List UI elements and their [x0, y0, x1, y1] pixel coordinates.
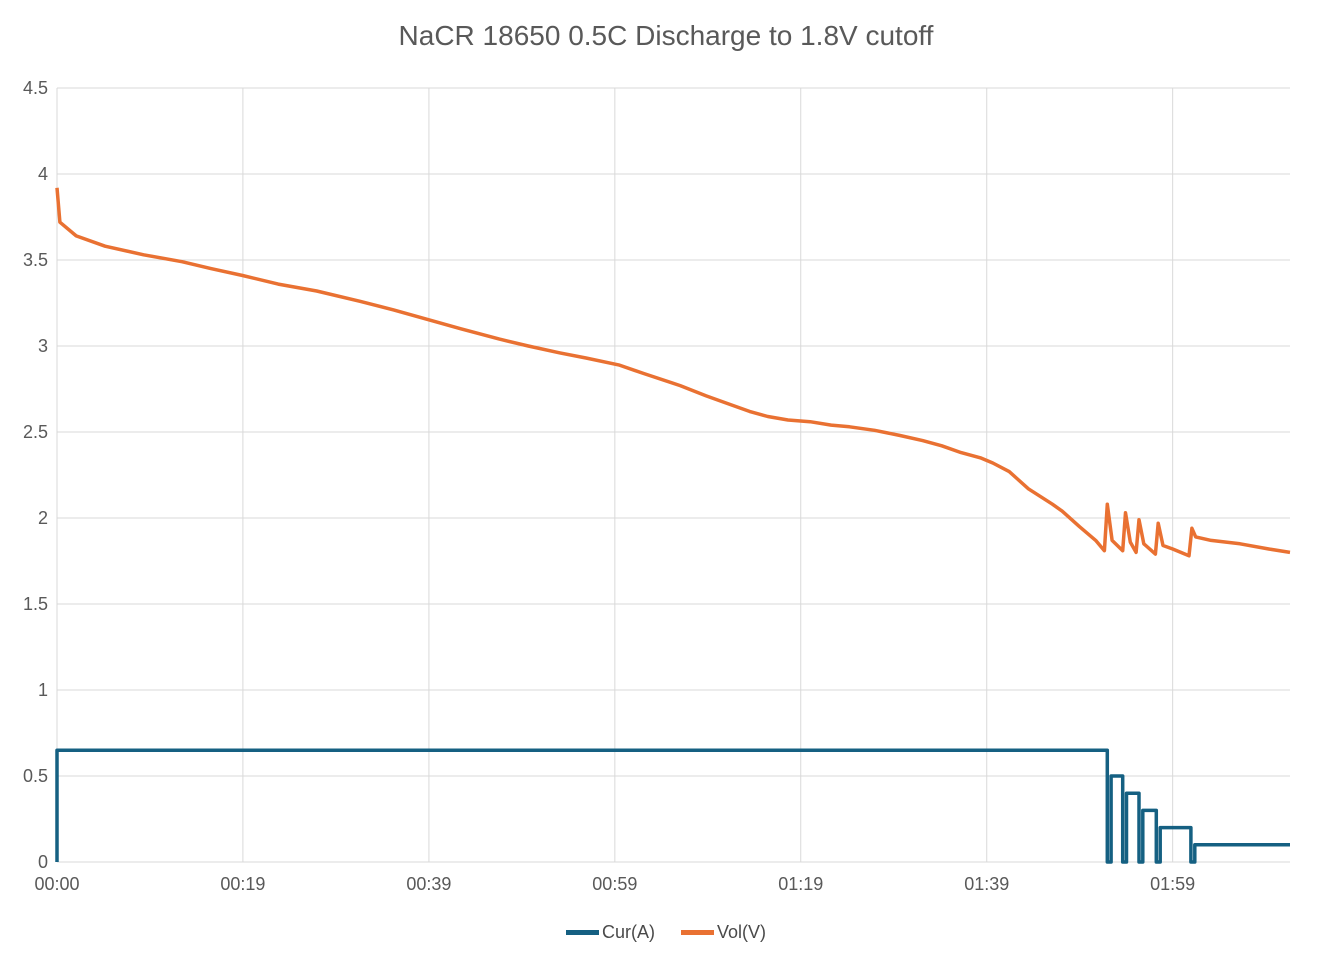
- series-line-voltage: [55, 187, 1291, 558]
- y-tick-label: 4: [37, 164, 48, 184]
- series-line-current: [55, 748, 1290, 864]
- legend-line-voltage-icon: [680, 930, 714, 935]
- x-tick-label: 00:19: [220, 874, 266, 894]
- y-tick-label: 1.5: [22, 594, 48, 614]
- legend-item-current: Cur(A): [565, 922, 655, 943]
- x-tick-label: 01:39: [964, 874, 1010, 894]
- x-tick-label: 00:39: [406, 874, 452, 894]
- y-tick-label: 1: [37, 680, 48, 700]
- y-tick-label: 3: [37, 336, 48, 356]
- y-tick-label: 0: [37, 852, 48, 872]
- legend-item-voltage: Vol(V): [680, 922, 767, 943]
- x-tick-label: 01:59: [1150, 874, 1196, 894]
- y-tick-label: 0.5: [22, 766, 48, 786]
- x-tick-label: 00:59: [592, 874, 638, 894]
- legend-label-current: Cur(A): [601, 922, 655, 942]
- legend: Cur(A) Vol(V): [0, 922, 1332, 943]
- chart-title: NaCR 18650 0.5C Discharge to 1.8V cutoff: [398, 20, 934, 51]
- y-tick-label: 3.5: [22, 250, 48, 270]
- legend-line-current-icon: [565, 930, 599, 935]
- x-tick-label: 01:19: [778, 874, 824, 894]
- y-tick-label: 4.5: [22, 78, 48, 98]
- legend-label-voltage: Vol(V): [716, 922, 767, 942]
- x-tick-label: 00:00: [34, 874, 80, 894]
- y-tick-label: 2: [37, 508, 48, 528]
- y-tick-label: 2.5: [22, 422, 48, 442]
